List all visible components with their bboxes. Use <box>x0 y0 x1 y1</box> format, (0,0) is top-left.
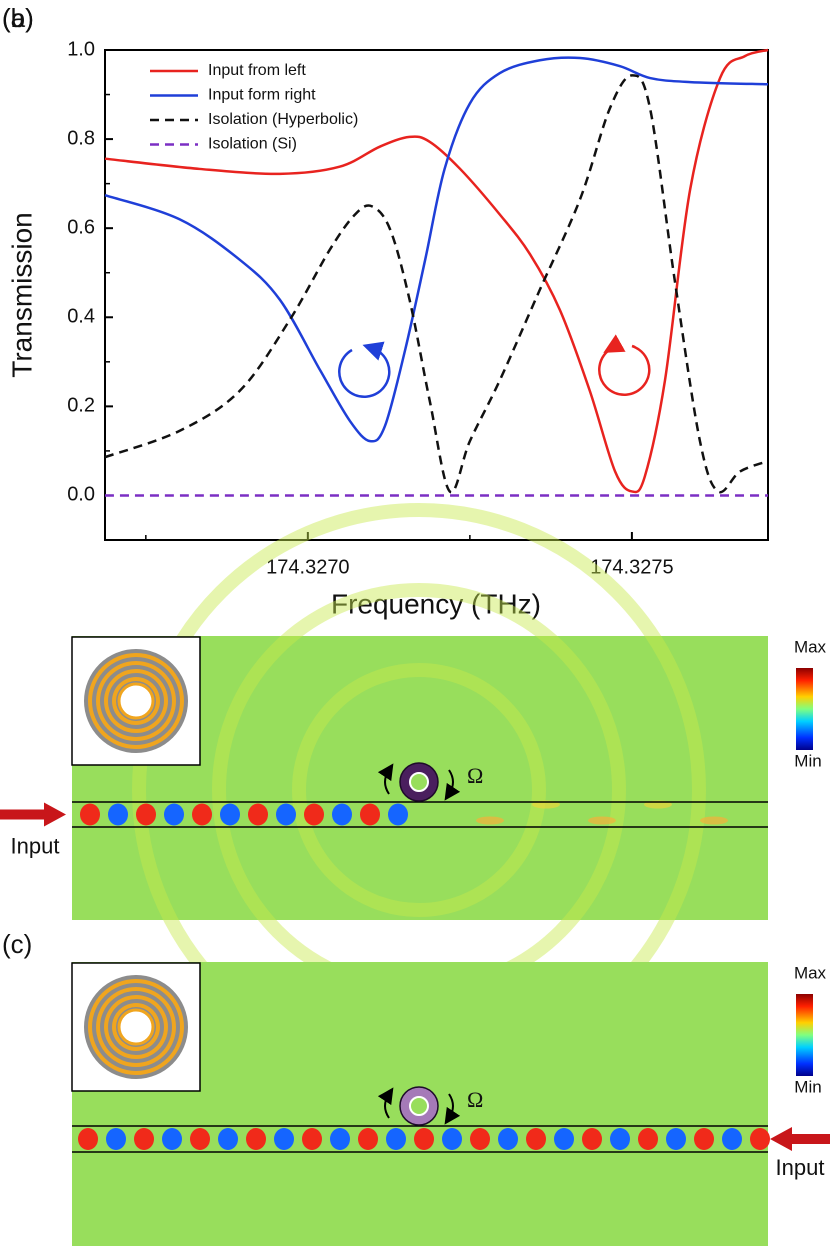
x-tick-label: 174.3270 <box>266 556 349 578</box>
field-lobe <box>386 1128 406 1150</box>
colorbar-max: Max <box>794 637 827 656</box>
field-lobe <box>332 803 352 826</box>
y-tick-label: 0.2 <box>67 395 95 417</box>
ring-core <box>409 1096 429 1116</box>
field-lobe <box>554 1128 574 1150</box>
series-line <box>104 56 769 443</box>
field-lobe <box>220 803 240 826</box>
rotation-arrow <box>444 1093 461 1125</box>
x-axis-label: Frequency (THz) <box>331 588 541 619</box>
field-lobe <box>476 816 504 825</box>
rotation-arrow <box>598 334 651 397</box>
field-lobe <box>442 1128 462 1150</box>
legend-label: Isolation (Si) <box>208 136 297 153</box>
field-lobe <box>700 816 728 825</box>
field-lobe <box>526 1128 546 1150</box>
field-lobe <box>190 1128 210 1150</box>
field-lobe <box>610 1128 630 1150</box>
colorbar-max: Max <box>794 963 827 982</box>
series-line <box>104 74 769 494</box>
y-tick-label: 1.0 <box>67 38 95 60</box>
field-lobe <box>276 803 296 826</box>
ring-core <box>409 772 429 792</box>
field-panels: (b) Ω Max Min Input (c) Ω Max Min Input <box>0 3 830 1246</box>
input-label: Input <box>11 833 60 858</box>
y-axis-label: Transmission <box>6 212 37 377</box>
field-lobe <box>246 1128 266 1150</box>
field-lobe <box>248 803 268 826</box>
y-tick-label: 0.8 <box>67 127 95 149</box>
field-lobe <box>304 803 324 826</box>
input-label: Input <box>776 1155 825 1180</box>
panel-label: (b) <box>2 3 34 33</box>
field-lobe <box>136 803 156 826</box>
colorbar-min: Min <box>794 1077 821 1096</box>
field-lobe <box>302 1128 322 1150</box>
field-lobe <box>162 1128 182 1150</box>
colorbar <box>796 994 813 1076</box>
y-tick-label: 0.0 <box>67 484 95 506</box>
rotation-arrow <box>338 341 391 399</box>
field-lobe <box>274 1128 294 1150</box>
field-lobe <box>388 803 408 826</box>
field-lobe <box>588 816 616 825</box>
field-lobe <box>164 803 184 826</box>
field-lobe <box>638 1128 658 1150</box>
field-lobe <box>80 803 100 826</box>
plot-area: 0.0 0.2 0.4 0.6 0.8 1.0 174.3270 174.3275 Input … <box>67 38 769 578</box>
input-arrow <box>0 802 66 827</box>
x-tick-label: 174.3275 <box>590 556 673 578</box>
field-lobe <box>330 1128 350 1150</box>
legend-label: Isolation (Hyperbolic) <box>208 111 358 128</box>
legend-label: Input form right <box>208 87 316 104</box>
field-lobe <box>78 1128 98 1150</box>
panel-label: (c) <box>2 929 32 959</box>
rotation-arrow <box>377 763 394 795</box>
input-arrow <box>770 1127 830 1151</box>
axes-frame <box>104 49 769 541</box>
y-tick-label: 0.4 <box>67 306 95 328</box>
field-lobe <box>108 803 128 826</box>
panel-label: (a) <box>2 3 34 33</box>
field-ripple <box>292 663 546 917</box>
omega-label: Ω <box>467 1087 483 1112</box>
inset-core <box>117 1008 155 1046</box>
field-lobe <box>218 1128 238 1150</box>
field-lobe <box>750 1128 770 1150</box>
field-lobe <box>470 1128 490 1150</box>
field-lobe <box>358 1128 378 1150</box>
colorbar-min: Min <box>794 751 821 770</box>
y-tick-label: 0.6 <box>67 216 95 238</box>
field-lobe <box>192 803 212 826</box>
field-lobe <box>134 1128 154 1150</box>
rotation-arrow <box>377 1087 394 1119</box>
field-lobe <box>722 1128 742 1150</box>
field-lobe <box>414 1128 434 1150</box>
series-line <box>104 48 769 494</box>
legend-label: Input from left <box>208 62 306 79</box>
field-lobe <box>666 1128 686 1150</box>
rotation-arrow <box>444 769 461 801</box>
field-lobe <box>360 803 380 826</box>
field-lobe <box>498 1128 518 1150</box>
field-lobe <box>694 1128 714 1150</box>
field-lobe <box>582 1128 602 1150</box>
colorbar <box>796 668 813 750</box>
omega-label: Ω <box>467 763 483 788</box>
field-lobe <box>106 1128 126 1150</box>
inset-core <box>117 682 155 720</box>
